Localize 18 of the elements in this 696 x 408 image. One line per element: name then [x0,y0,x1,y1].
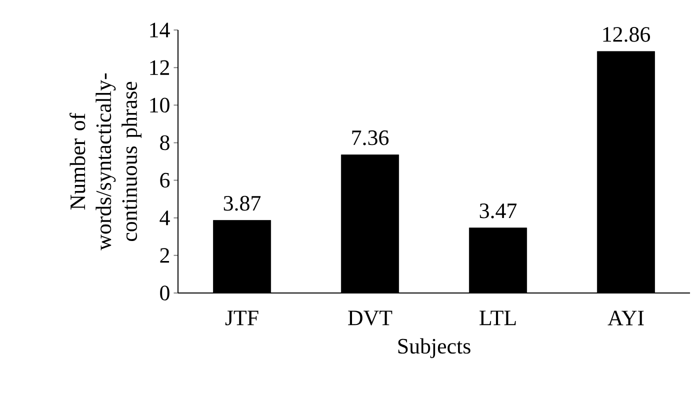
y-tick-label: 0 [160,286,170,300]
y-axis-title: Number of words/syntactically-continuous phrase [70,73,142,250]
y-tick-label: 14 [150,22,170,38]
x-tick-label: LTL [480,310,516,326]
y-tick-label: 8 [160,135,170,150]
y-tick-label: 2 [160,248,170,263]
x-tick-label: AYI [608,310,644,326]
data-label: 7.36 [352,130,389,146]
data-label: 3.47 [480,203,517,218]
x-tick-label: DVT [348,310,392,326]
y-tick-label: 12 [150,60,170,75]
data-label: 12.86 [603,27,650,42]
y-tick-label: 10 [150,98,170,113]
y-tick-label: 4 [160,210,170,226]
y-tick-label: 6 [160,172,170,188]
data-label: 3.87 [224,196,261,211]
x-tick-label: JTF [225,310,258,326]
x-axis-title: Subjects [398,338,470,358]
